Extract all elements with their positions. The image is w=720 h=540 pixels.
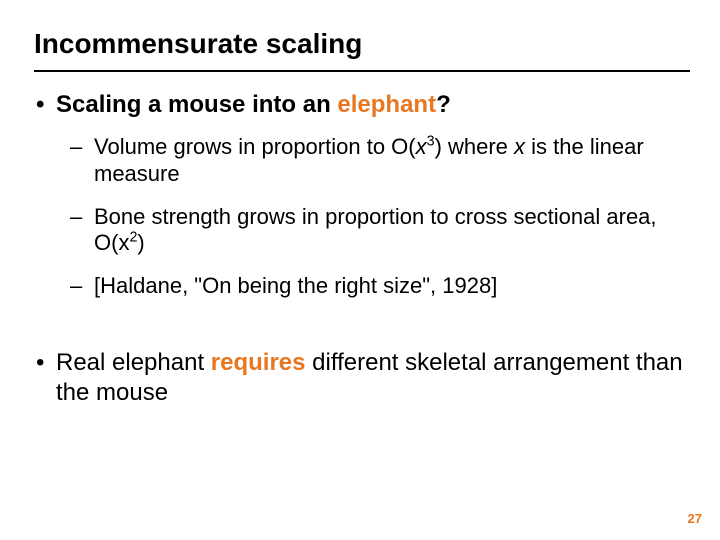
s1-mid: ) where [435, 134, 514, 159]
title-rule [34, 70, 690, 72]
subbullet-3: [Haldane, "On being the right size", 192… [70, 273, 690, 300]
s1-exp: 3 [427, 134, 435, 150]
subbullet-2: Bone strength grows in proportion to cro… [70, 204, 690, 258]
s2-pre: Bone strength grows in proportion to cro… [94, 204, 657, 256]
subbullet-1: Volume grows in proportion to O(x3) wher… [70, 134, 690, 188]
page-number: 27 [688, 511, 702, 526]
bullet-list: Scaling a mouse into an elephant? Volume… [34, 90, 690, 408]
slide-title: Incommensurate scaling [34, 28, 690, 70]
bullet-1: Scaling a mouse into an elephant? [34, 90, 690, 120]
bullet-2: Real elephant requires different skeleta… [34, 348, 690, 408]
b2-pre: Real elephant [56, 349, 211, 376]
b1-pre: Scaling a mouse into an [56, 91, 337, 118]
b2-accent: requires [211, 349, 306, 376]
s1-x: x [416, 134, 427, 159]
s3-text: [Haldane, "On being the right size", 192… [94, 273, 497, 298]
spacer [34, 316, 690, 348]
s1-pre: Volume grows in proportion to O( [94, 134, 416, 159]
b1-accent: elephant [337, 91, 436, 118]
b1-post: ? [436, 91, 451, 118]
s2-post: ) [137, 230, 144, 255]
s1-x2: x [514, 134, 525, 159]
slide-body: Incommensurate scaling Scaling a mouse i… [0, 0, 720, 408]
